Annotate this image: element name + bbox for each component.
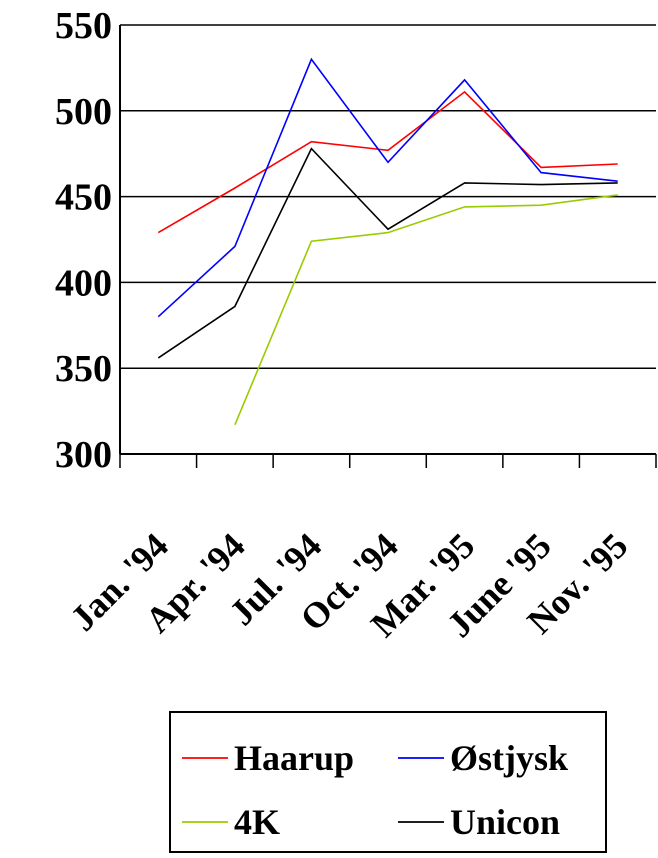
legend-label-stjysk: Østjysk (450, 738, 568, 778)
gridlines (120, 24, 656, 369)
axes (119, 25, 656, 455)
y-tick-label-450: 450 (55, 177, 112, 219)
series-lines (157, 57, 618, 426)
legend-label-4k: 4K (234, 802, 280, 842)
series-line-haarup (157, 90, 618, 234)
legend-box (169, 711, 607, 853)
legend: Haarup Østjysk 4K Unicon (169, 711, 607, 853)
y-tick-label-350: 350 (55, 348, 112, 390)
series-line-stjysk (157, 57, 618, 318)
y-axis-ticks: 300 350 400 450 500 550 (55, 5, 112, 476)
series-line-4k (234, 194, 618, 426)
y-tick-label-300: 300 (55, 434, 112, 476)
series-line-unicon (157, 147, 618, 359)
y-tick-label-550: 550 (55, 5, 112, 47)
y-tick-label-400: 400 (55, 262, 112, 304)
legend-label-haarup: Haarup (234, 738, 354, 778)
y-tick-label-500: 500 (55, 91, 112, 133)
legend-label-unicon: Unicon (450, 802, 560, 842)
